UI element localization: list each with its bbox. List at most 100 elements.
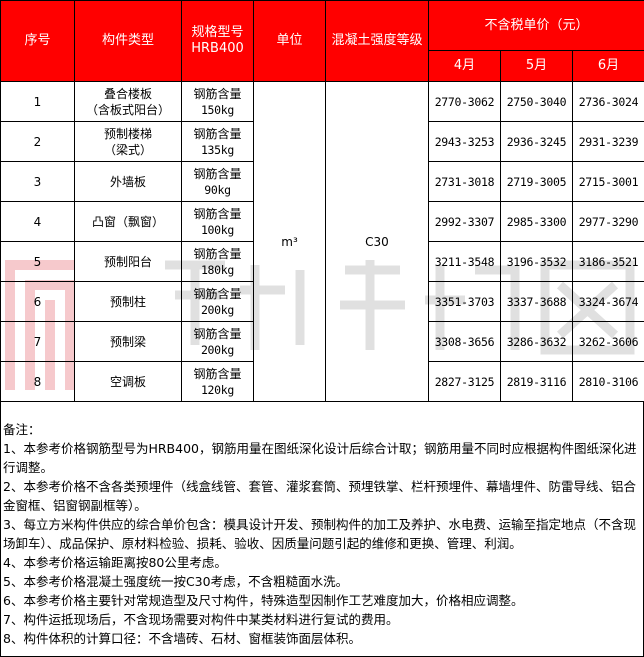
rebar-label: 钢筋含量 [182, 286, 253, 302]
rebar-label: 钢筋含量 [182, 166, 253, 182]
price-cell: 3186-3521 [573, 242, 644, 282]
rebar-amount: 100kg [182, 222, 253, 238]
price-cell: 2770-3062 [429, 82, 501, 122]
rebar-amount: 135kg [182, 142, 253, 158]
price-cell: 2977-3290 [573, 202, 644, 242]
price-cell: 2936-3245 [501, 122, 573, 162]
header-month: 5月 [501, 51, 573, 82]
seq-cell: 7 [1, 322, 75, 362]
type-cell: 外墙板 [75, 162, 182, 202]
price-range: 2943-3253 [435, 135, 495, 149]
price-cell: 3196-3532 [501, 242, 573, 282]
notes-section: 备注： 1、本参考价格钢筋型号为HRB400，钢筋用量在图纸深化设计后综合计取；… [0, 402, 644, 657]
unit-cell: m³ [254, 82, 326, 402]
note-item: 5、本参考价格混凝土强度统一按C30考虑，不含粗糙面水洗。 [3, 572, 641, 591]
price-range: 2827-3125 [435, 375, 495, 389]
price-cell: 2827-3125 [429, 362, 501, 402]
price-range: 3186-3521 [579, 255, 639, 269]
header-type: 构件类型 [75, 1, 182, 82]
rebar-label: 钢筋含量 [182, 366, 253, 382]
seq: 6 [34, 295, 42, 309]
component-type-note: （梁式） [75, 142, 181, 158]
price-range: 2770-3062 [435, 95, 495, 109]
rebar-amount: 200kg [182, 302, 253, 318]
price-cell: 2715-3001 [573, 162, 644, 202]
price-range: 2977-3290 [579, 215, 639, 229]
note-item: 4、本参考价格运输距离按80公里考虑。 [3, 553, 641, 572]
price-range: 2736-3024 [579, 95, 639, 109]
price-range: 2819-3116 [507, 375, 567, 389]
price-cell: 2736-3024 [573, 82, 644, 122]
rebar-amount: 200kg [182, 342, 253, 358]
seq: 4 [34, 215, 42, 229]
price-range: 2719-3005 [507, 175, 567, 189]
component-type: 预制楼梯 [75, 126, 181, 142]
component-type: 外墙板 [75, 174, 181, 190]
price-cell: 2810-3106 [573, 362, 644, 402]
price-range: 3196-3532 [507, 255, 567, 269]
price-cell: 3308-3656 [429, 322, 501, 362]
rebar-amount: 150kg [182, 102, 253, 118]
rebar-label: 钢筋含量 [182, 126, 253, 142]
component-type: 叠合楼板 [75, 86, 181, 102]
note-item: 2、本参考价格不含各类预埋件（线盒线管、套管、灌浆套筒、预埋铁掌、栏杆预埋件、幕… [3, 477, 641, 515]
price-cell: 2985-3300 [501, 202, 573, 242]
price-cell: 3351-3703 [429, 282, 501, 322]
header-spec-label: 规格型号 [182, 25, 253, 41]
component-type: 预制柱 [75, 294, 181, 310]
header-month: 6月 [573, 51, 644, 82]
seq: 3 [34, 175, 42, 189]
price-range: 2992-3307 [435, 215, 495, 229]
price-range: 2810-3106 [579, 375, 639, 389]
type-cell: 叠合楼板（含板式阳台） [75, 82, 182, 122]
type-cell: 预制阳台 [75, 242, 182, 282]
rebar-amount: 90kg [182, 182, 253, 198]
price-cell: 2943-3253 [429, 122, 501, 162]
rebar-label: 钢筋含量 [182, 326, 253, 342]
price-cell: 2731-3018 [429, 162, 501, 202]
rebar-amount: 120kg [182, 382, 253, 398]
price-range: 3308-3656 [435, 335, 495, 349]
price-range: 2750-3040 [507, 95, 567, 109]
note-item: 8、构件体积的计算口径：不含墙砖、石材、窗框装饰面层体积。 [3, 629, 641, 648]
seq-cell: 4 [1, 202, 75, 242]
header-price: 不含税单价（元） [429, 1, 644, 51]
header-grade: 混凝土强度等级 [326, 1, 429, 82]
type-cell: 空调板 [75, 362, 182, 402]
header-month: 4月 [429, 51, 501, 82]
price-range: 2731-3018 [435, 175, 495, 189]
price-cell: 3211-3548 [429, 242, 501, 282]
seq-cell: 6 [1, 282, 75, 322]
seq: 8 [34, 375, 42, 389]
price-cell: 3286-3632 [501, 322, 573, 362]
seq-cell: 5 [1, 242, 75, 282]
notes-title: 备注： [3, 420, 641, 439]
price-cell: 2992-3307 [429, 202, 501, 242]
grade-cell: C30 [326, 82, 429, 402]
seq: 2 [34, 135, 42, 149]
price-cell: 2931-3239 [573, 122, 644, 162]
seq-cell: 8 [1, 362, 75, 402]
price-cell: 2750-3040 [501, 82, 573, 122]
component-type: 预制阳台 [75, 254, 181, 270]
price-cell: 3337-3688 [501, 282, 573, 322]
price-range: 3211-3548 [435, 255, 495, 269]
rebar-amount: 180kg [182, 262, 253, 278]
type-cell: 预制梁 [75, 322, 182, 362]
header-unit: 单位 [254, 1, 326, 82]
component-type: 凸窗（飘窗） [75, 214, 181, 230]
price-range: 3337-3688 [507, 295, 567, 309]
component-type: 空调板 [75, 374, 181, 390]
seq: 7 [34, 335, 42, 349]
price-range: 2931-3239 [579, 135, 639, 149]
seq-cell: 1 [1, 82, 75, 122]
